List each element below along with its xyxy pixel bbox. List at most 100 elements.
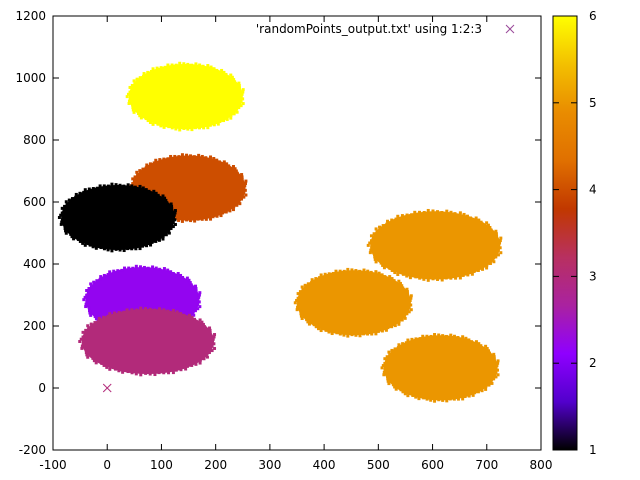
cluster-point bbox=[324, 328, 328, 332]
colorbar-tick-label: 3 bbox=[589, 269, 597, 283]
cluster-point bbox=[429, 398, 433, 402]
cluster-point bbox=[131, 108, 135, 112]
cluster-point bbox=[189, 219, 193, 223]
cluster-point bbox=[196, 298, 200, 302]
cluster-point bbox=[82, 298, 86, 302]
cluster-point bbox=[128, 85, 132, 89]
cluster-point bbox=[150, 240, 154, 244]
cluster-point bbox=[405, 290, 409, 294]
cluster-point bbox=[63, 204, 67, 208]
cluster-point bbox=[437, 333, 441, 337]
cluster-point bbox=[440, 211, 444, 215]
y-tick-label: 800 bbox=[23, 133, 46, 147]
cluster-point bbox=[94, 361, 98, 365]
cluster-body bbox=[297, 270, 411, 336]
colorbar-tick-label: 5 bbox=[589, 96, 597, 110]
cluster-point bbox=[212, 123, 216, 127]
x-tick-label: -100 bbox=[39, 458, 66, 472]
cluster-point bbox=[237, 83, 241, 87]
cluster-point bbox=[496, 253, 500, 257]
cluster-point bbox=[171, 271, 175, 275]
cluster-point bbox=[421, 334, 425, 338]
cluster-point bbox=[221, 211, 225, 215]
cluster-point bbox=[98, 184, 102, 188]
cluster-point bbox=[458, 276, 462, 280]
cluster-point bbox=[382, 266, 386, 270]
cluster-point bbox=[243, 181, 247, 185]
cluster-point bbox=[418, 210, 422, 214]
cluster-point bbox=[396, 273, 400, 277]
cluster-point bbox=[141, 244, 145, 248]
cluster-point bbox=[216, 122, 220, 126]
cluster-point bbox=[386, 375, 390, 379]
cluster-point bbox=[132, 79, 136, 83]
cluster-point bbox=[494, 255, 498, 259]
cluster-point bbox=[410, 337, 414, 341]
cluster-point bbox=[85, 353, 89, 357]
cluster-point bbox=[327, 272, 331, 276]
cluster-point bbox=[448, 397, 452, 401]
cluster-point bbox=[134, 264, 138, 268]
cluster-point bbox=[314, 325, 318, 329]
cluster-point bbox=[67, 198, 71, 202]
cluster-body bbox=[370, 211, 501, 280]
cluster-point bbox=[72, 237, 76, 241]
cluster-point bbox=[358, 269, 362, 273]
cluster-point bbox=[164, 233, 168, 237]
cluster-point bbox=[146, 266, 150, 270]
cluster-point bbox=[496, 248, 500, 252]
x-tick-label: 100 bbox=[150, 458, 173, 472]
cluster-point bbox=[151, 265, 155, 269]
cluster-point bbox=[138, 184, 142, 188]
cluster-point bbox=[123, 266, 127, 270]
cluster-point bbox=[234, 107, 238, 111]
cluster-point bbox=[176, 271, 180, 275]
cluster-point bbox=[485, 221, 489, 225]
cluster-point bbox=[93, 321, 97, 325]
cluster-point bbox=[377, 271, 381, 275]
cluster-point bbox=[87, 327, 91, 331]
cluster-point bbox=[299, 312, 303, 316]
cluster-point bbox=[173, 211, 177, 215]
cluster-point bbox=[78, 340, 82, 343]
cluster-point bbox=[240, 177, 244, 181]
cluster-point bbox=[480, 389, 484, 393]
cluster-point bbox=[212, 342, 216, 346]
cluster-point bbox=[491, 257, 495, 261]
cluster-point bbox=[241, 88, 245, 92]
cluster-point bbox=[383, 368, 387, 372]
cluster-point bbox=[194, 62, 198, 66]
cluster-point bbox=[444, 334, 448, 338]
cluster-point bbox=[494, 232, 498, 236]
cluster-point bbox=[92, 359, 96, 363]
cluster-point bbox=[414, 337, 418, 341]
cluster-point bbox=[84, 328, 88, 332]
cluster-point bbox=[138, 76, 142, 80]
cluster-point bbox=[209, 217, 213, 221]
cluster-point bbox=[239, 104, 243, 108]
cluster-point bbox=[487, 383, 491, 387]
cluster-point bbox=[186, 127, 190, 131]
cluster-point bbox=[202, 126, 206, 130]
cluster-point bbox=[429, 334, 433, 338]
cluster-body bbox=[61, 184, 175, 251]
cluster-point bbox=[381, 263, 385, 267]
cluster-point bbox=[485, 347, 489, 351]
cluster-point bbox=[380, 329, 384, 333]
cluster-point bbox=[131, 106, 135, 110]
cluster-point bbox=[397, 343, 401, 347]
cluster-point bbox=[298, 290, 302, 294]
cluster-point bbox=[471, 393, 475, 397]
cluster-point bbox=[173, 154, 177, 158]
cluster-point bbox=[92, 280, 96, 284]
cluster-point bbox=[174, 63, 178, 67]
cluster-point bbox=[164, 198, 168, 202]
cluster-point bbox=[241, 90, 245, 94]
cluster-point bbox=[194, 362, 198, 366]
cluster-point bbox=[158, 267, 162, 271]
cluster-point bbox=[222, 70, 226, 74]
cluster-point bbox=[372, 237, 376, 241]
cluster-point bbox=[312, 323, 316, 327]
cluster-point bbox=[215, 158, 219, 162]
